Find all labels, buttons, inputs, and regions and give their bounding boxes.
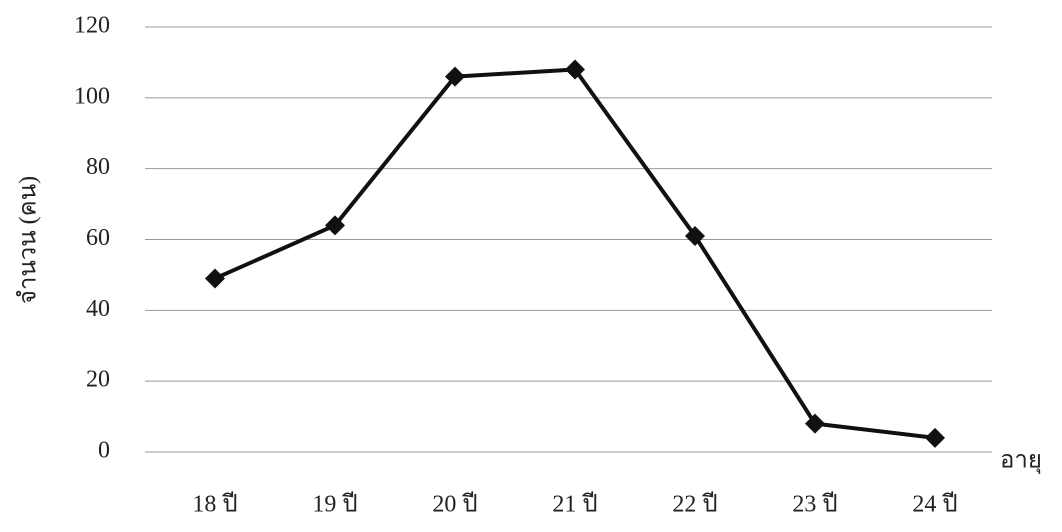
y-axis-label: จำนวน (คน) xyxy=(16,176,42,304)
x-tick-label: 18 ปี xyxy=(192,491,237,518)
y-tick-label: 0 xyxy=(98,438,110,464)
y-tick-label: 120 xyxy=(74,13,110,39)
marker xyxy=(925,427,945,448)
marker xyxy=(565,59,585,80)
y-tick-label: 80 xyxy=(86,154,110,180)
marker xyxy=(325,215,345,236)
marker xyxy=(685,225,705,246)
x-tick-label: 21 ปี xyxy=(552,491,597,518)
marker xyxy=(445,66,465,87)
x-tick-label: 19 ปี xyxy=(312,491,357,518)
y-tick-label: 20 xyxy=(86,367,110,393)
x-tick-label: 23 ปี xyxy=(792,491,837,518)
marker xyxy=(805,413,825,434)
x-tick-label: 22 ปี xyxy=(672,491,717,518)
y-tick-label: 100 xyxy=(74,83,110,109)
marker xyxy=(205,268,225,289)
y-tick-label: 60 xyxy=(86,225,110,251)
x-tick-label: 24 ปี xyxy=(912,491,957,518)
y-tick-label: 40 xyxy=(86,296,110,322)
line xyxy=(214,67,936,440)
x-axis-label: อายุ xyxy=(1000,448,1042,475)
x-tick-label: 20 ปี xyxy=(432,491,477,518)
